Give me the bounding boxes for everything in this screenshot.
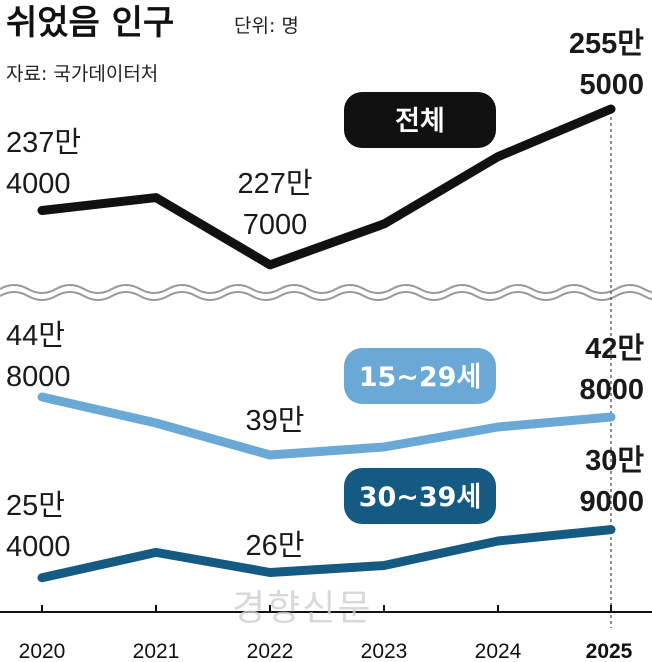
legend-pills: 전체 15~29세 30~39세 (344, 92, 496, 524)
data-label: 9000 (579, 486, 644, 518)
series-line-0 (37, 104, 616, 270)
data-point (269, 572, 271, 573)
x-tick-label: 2025 (586, 640, 633, 662)
data-point (383, 223, 385, 225)
data-labels: 237만 4000 227만 7000 255만 5000 44만 8000 39만 42만 800… (6, 27, 644, 563)
data-point (41, 209, 43, 211)
data-label: 44만 (6, 320, 65, 352)
data-point (41, 577, 43, 579)
data-point (155, 422, 157, 424)
data-point (497, 540, 499, 542)
series-line-1 (37, 392, 616, 460)
data-point (610, 529, 612, 531)
data-point (41, 396, 43, 398)
data-label: 30만 (585, 444, 644, 477)
source-label: 자료: 국가데이터처 (6, 63, 158, 85)
data-label: 4000 (6, 168, 71, 200)
legend-pill-bg (344, 468, 496, 524)
legend-pill-text: 30~39세 (359, 482, 482, 513)
axis-break-wave-top (0, 284, 652, 294)
legend-pill-text: 전체 (395, 106, 445, 137)
data-point (610, 108, 612, 110)
data-point (383, 565, 385, 566)
data-point (155, 197, 157, 199)
watermark: 경향신문 (232, 588, 372, 629)
axis-break-wave-bottom (0, 291, 652, 301)
x-tick-label: 2024 (475, 640, 522, 662)
legend-pill-2: 30~39세 (344, 468, 496, 524)
data-label: 8000 (579, 374, 644, 406)
data-label: 4000 (6, 531, 71, 563)
data-label: 25만 (6, 490, 65, 522)
data-label: 26만 (246, 530, 305, 562)
data-point (497, 156, 499, 158)
data-label: 7000 (243, 209, 308, 241)
x-axis-ticks: 2020 2021 2022 2023 2024 2025 (19, 605, 633, 662)
data-label: 8000 (6, 361, 71, 393)
data-label: 227만 (237, 168, 312, 200)
data-label: 5000 (579, 69, 644, 101)
legend-pill-bg (344, 92, 496, 148)
data-point (610, 416, 612, 418)
series-layer (37, 104, 616, 583)
legend-pill-bg (344, 348, 496, 404)
data-label: 42만 (585, 332, 644, 365)
unit-label: 단위: 명 (234, 15, 299, 37)
data-point (155, 551, 157, 553)
data-point (497, 426, 499, 428)
x-tick-label: 2021 (133, 640, 180, 662)
legend-pill-0: 전체 (344, 92, 496, 148)
x-tick-label: 2023 (361, 640, 408, 662)
data-point (383, 446, 385, 448)
data-point (269, 454, 271, 456)
x-tick-label: 2020 (19, 640, 66, 662)
data-point (269, 264, 271, 266)
series-line-2 (37, 525, 616, 583)
chart-title: 쉬었음 인구 (6, 3, 174, 43)
legend-pill-1: 15~29세 (344, 348, 496, 404)
data-label: 255만 (569, 27, 644, 60)
data-label: 237만 (6, 127, 81, 159)
legend-pill-text: 15~29세 (359, 362, 482, 393)
data-label: 39만 (246, 405, 305, 437)
x-tick-label: 2022 (247, 640, 294, 662)
